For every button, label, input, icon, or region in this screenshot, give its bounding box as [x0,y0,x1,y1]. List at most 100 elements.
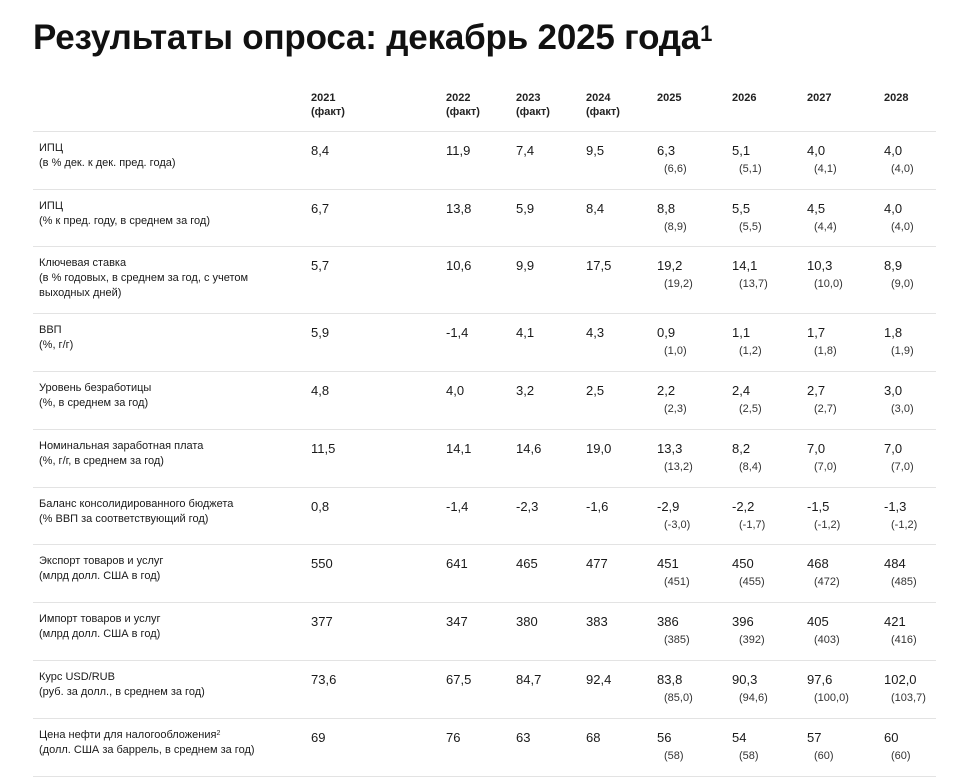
value-cell: 19,0 [586,441,612,456]
row-divider [33,660,936,661]
value-cell: 4,3 [586,325,605,340]
previous-forecast-cell: (7,0) [891,461,914,473]
value-cell: 468 [807,556,829,571]
value-cell: 8,9 [884,258,903,273]
column-header: 2026 [732,91,756,105]
row-label: ИПЦ (в % дек. к дек. пред. года) [39,141,289,171]
value-cell: -1,6 [586,499,609,514]
value-cell: 13,8 [446,201,472,216]
value-cell: 450 [732,556,754,571]
indicator-unit: (руб. за долл., в среднем за год) [39,686,205,698]
previous-forecast-cell: (472) [814,576,840,588]
value-cell: 4,0 [807,143,826,158]
previous-forecast-cell: (6,6) [664,163,687,175]
row-divider [33,371,936,372]
previous-forecast-cell: (2,5) [739,403,762,415]
row-label: Импорт товаров и услуг (млрд долл. США в … [39,612,289,642]
indicator-name: Курс USD/RUB [39,670,289,685]
column-header: 2028 [884,91,908,105]
column-year: 2023 [516,92,541,104]
value-cell: 60 [884,730,899,745]
indicator-name-text: Экспорт товаров и услуг [39,555,164,567]
indicator-name-text: Импорт товаров и услуг [39,613,161,625]
indicator-name: Экспорт товаров и услуг [39,554,289,569]
value-cell: 2,7 [807,383,826,398]
value-cell: 5,9 [311,325,330,340]
value-cell: -2,2 [732,499,755,514]
indicator-name-text: ИПЦ [39,200,63,212]
previous-forecast-cell: (1,2) [739,345,762,357]
column-year: 2028 [884,92,909,104]
column-year: 2024 [586,92,611,104]
value-cell: 102,0 [884,672,917,687]
indicator-unit: (%, г/г, в среднем за год) [39,455,164,467]
value-cell: 9,5 [586,143,605,158]
indicator-unit: (млрд долл. США в год) [39,570,161,582]
previous-forecast-cell: (1,0) [664,345,687,357]
value-cell: 7,4 [516,143,535,158]
value-cell: -2,3 [516,499,539,514]
value-cell: 76 [446,730,461,745]
previous-forecast-cell: (60) [891,750,911,762]
value-cell: 4,0 [884,201,903,216]
indicator-unit: (млрд долл. США в год) [39,628,161,640]
value-cell: 10,3 [807,258,833,273]
page-title: Результаты опроса: декабрь 2025 года1 [33,14,712,62]
value-cell: 550 [311,556,333,571]
value-cell: 84,7 [516,672,542,687]
column-header: 2025 [657,91,681,105]
row-divider [33,487,936,488]
previous-forecast-cell: (5,1) [739,163,762,175]
value-cell: 5,5 [732,201,751,216]
value-cell: 11,9 [446,143,471,158]
row-label: Номинальная заработная плата (%, г/г, в с… [39,439,289,469]
value-cell: 8,4 [311,143,330,158]
previous-forecast-cell: (5,5) [739,221,762,233]
previous-forecast-cell: (385) [664,634,690,646]
column-header: 2024 (факт) [586,91,620,119]
value-cell: 1,1 [732,325,751,340]
value-cell: 17,5 [586,258,612,273]
indicator-name-text: Цена нефти для налогообложения [39,729,217,741]
previous-forecast-cell: (10,0) [814,278,843,290]
value-cell: 8,2 [732,441,751,456]
value-cell: 9,9 [516,258,535,273]
previous-forecast-cell: (19,2) [664,278,693,290]
value-cell: 14,6 [516,441,542,456]
previous-forecast-cell: (13,2) [664,461,693,473]
value-cell: 7,0 [884,441,903,456]
indicator-unit: (долл. США за баррель, в среднем за год) [39,744,255,756]
previous-forecast-cell: (-3,0) [664,519,691,531]
previous-forecast-cell: (-1,2) [814,519,841,531]
value-cell: 14,1 [446,441,472,456]
row-divider [33,776,936,777]
value-cell: 2,5 [586,383,605,398]
value-cell: 3,2 [516,383,535,398]
indicator-name: Уровень безработицы [39,381,289,396]
indicator-name-text: Ключевая ставка [39,257,127,269]
value-cell: 377 [311,614,333,629]
row-divider [33,429,936,430]
value-cell: 2,2 [657,383,676,398]
previous-forecast-cell: (9,0) [891,278,914,290]
column-year: 2021 [311,92,336,104]
title-footnote-mark: 1 [700,21,713,46]
previous-forecast-cell: (2,3) [664,403,687,415]
row-divider [33,602,936,603]
value-cell: -2,9 [657,499,680,514]
previous-forecast-cell: (2,7) [814,403,837,415]
indicator-footnote-mark: 2 [216,730,221,737]
value-cell: 4,0 [446,383,465,398]
indicator-name: Ключевая ставка [39,256,289,271]
column-header: 2023 (факт) [516,91,550,119]
indicator-unit: (в % годовых, в среднем за год, с учетом… [39,272,249,299]
value-cell: 14,1 [732,258,758,273]
value-cell: 63 [516,730,531,745]
indicator-unit: (%, в среднем за год) [39,397,149,409]
indicator-unit: (в % дек. к дек. пред. года) [39,157,176,169]
value-cell: 57 [807,730,822,745]
previous-forecast-cell: (13,7) [739,278,768,290]
value-cell: 465 [516,556,538,571]
value-cell: 90,3 [732,672,758,687]
previous-forecast-cell: (-1,7) [739,519,766,531]
